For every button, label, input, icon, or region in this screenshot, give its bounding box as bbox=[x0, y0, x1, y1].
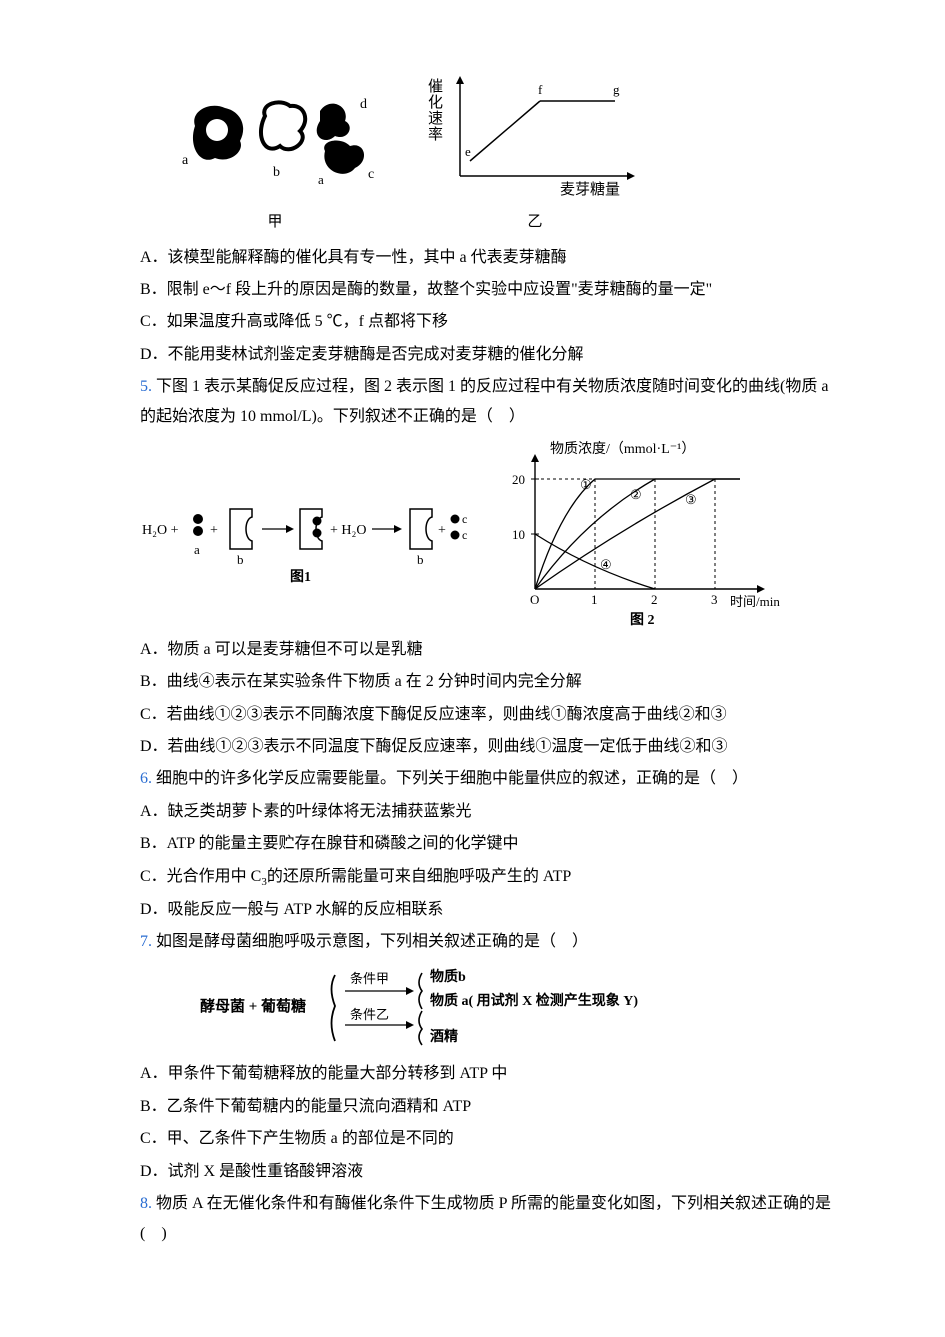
q7-diagram: 酵母菌 + 葡萄糖 条件甲 物质b 物质 a( 用试剂 X 检测产生现象 Y) … bbox=[200, 963, 835, 1053]
svg-text:图1: 图1 bbox=[290, 569, 311, 585]
q4-option-b: B．限制 e～f 段上升的原因是酶的数量，故整个实验中应设置"麦芽糖酶的量一定" bbox=[140, 275, 835, 305]
svg-text:a: a bbox=[318, 172, 324, 187]
q5-stem-line: 5. 下图 1 表示某酶促反应过程，图 2 表示图 1 的反应过程中有关物质浓度… bbox=[140, 372, 835, 433]
svg-text:+: + bbox=[438, 523, 446, 538]
q6-option-d: D．吸能反应一般与 ATP 水解的反应相联系 bbox=[140, 895, 835, 925]
q5-number: 5. bbox=[140, 378, 152, 395]
q8-stem-line: 8. 物质 A 在无催化条件和有酶催化条件下生成物质 P 所需的能量变化如图，下… bbox=[140, 1189, 835, 1250]
q5-stem: 下图 1 表示某酶促反应过程，图 2 表示图 1 的反应过程中有关物质浓度随时间… bbox=[140, 378, 828, 425]
q6-c-post: 的还原所需能量可来自细胞呼吸产生的 ATP bbox=[267, 868, 571, 885]
ylab1: 催化速率 bbox=[428, 78, 443, 143]
q4-chart-svg: 催化速率 e f g 麦芽糖量 bbox=[420, 66, 650, 206]
q7-stem-line: 7. 如图是酵母菌细胞呼吸示意图，下列相关叙述正确的是（ ） bbox=[140, 927, 835, 957]
svg-text:物质浓度/（mmol·L⁻¹）: 物质浓度/（mmol·L⁻¹） bbox=[550, 441, 695, 457]
q7-option-c: C．甲、乙条件下产生物质 a 的部位是不同的 bbox=[140, 1124, 835, 1154]
svg-text:10: 10 bbox=[512, 527, 525, 542]
q4-option-a: A．该模型能解释酶的催化具有专一性，其中 a 代表麦芽糖酶 bbox=[140, 243, 835, 273]
svg-text:麦芽糖量: 麦芽糖量 bbox=[560, 181, 620, 198]
q7-stem: 如图是酵母菌细胞呼吸示意图，下列相关叙述正确的是（ ） bbox=[156, 933, 588, 950]
svg-text:①: ① bbox=[580, 477, 592, 492]
svg-text:e: e bbox=[465, 144, 471, 159]
svg-text:+: + bbox=[210, 523, 218, 538]
q4-figure-right: 催化速率 e f g 麦芽糖量 乙 bbox=[420, 66, 650, 237]
svg-text:c: c bbox=[462, 512, 467, 526]
q5-fig1: H₂O + a + b + H₂O b + c c 图1 bbox=[140, 479, 470, 589]
svg-text:O: O bbox=[530, 592, 539, 607]
q5-figure-row: H₂O + a + b + H₂O b + c c 图1 bbox=[140, 439, 835, 629]
q4-option-c: C．如果温度升高或降低 5 ℃，f 点都将下移 bbox=[140, 307, 835, 337]
svg-text:c: c bbox=[462, 528, 467, 542]
svg-text:20: 20 bbox=[512, 472, 525, 487]
svg-text:条件甲: 条件甲 bbox=[350, 971, 389, 986]
q6-option-b: B．ATP 的能量主要贮存在腺苷和磷酸之间的化学键中 bbox=[140, 829, 835, 859]
svg-text:2: 2 bbox=[651, 592, 658, 607]
q5-option-a: A．物质 a 可以是麦芽糖但不可以是乳糖 bbox=[140, 635, 835, 665]
svg-text:3: 3 bbox=[711, 592, 718, 607]
q6-number: 6. bbox=[140, 770, 152, 787]
q5-fig2-svg: 物质浓度/（mmol·L⁻¹） 20 10 O 1 2 3 bbox=[490, 439, 790, 629]
q5-option-d: D．若曲线①②③表示不同温度下酶促反应速率，则曲线①温度一定低于曲线②和③ bbox=[140, 732, 835, 762]
svg-text:酵母菌 + 葡萄糖: 酵母菌 + 葡萄糖 bbox=[200, 997, 306, 1015]
svg-text:a: a bbox=[182, 153, 189, 168]
q4-figure-row: a b d c a 甲 催化速率 e f g bbox=[170, 66, 835, 237]
q4-left-caption: 甲 bbox=[267, 208, 282, 237]
svg-text:g: g bbox=[613, 82, 620, 97]
svg-text:c: c bbox=[368, 167, 374, 182]
svg-text:酒精: 酒精 bbox=[430, 1028, 458, 1045]
svg-text:1: 1 bbox=[591, 592, 598, 607]
q6-stem: 细胞中的许多化学反应需要能量。下列关于细胞中能量供应的叙述，正确的是（ ） bbox=[156, 770, 748, 787]
q5-fig1-svg: H₂O + a + b + H₂O b + c c 图1 bbox=[140, 479, 470, 589]
q4-option-d: D．不能用斐林试剂鉴定麦芽糖酶是否完成对麦芽糖的催化分解 bbox=[140, 340, 835, 370]
svg-text:b: b bbox=[417, 552, 424, 567]
q4-right-caption: 乙 bbox=[527, 208, 542, 237]
svg-text:H₂O +: H₂O + bbox=[142, 523, 179, 538]
svg-text:条件乙: 条件乙 bbox=[350, 1007, 389, 1022]
q8-number: 8. bbox=[140, 1195, 152, 1212]
svg-text:②: ② bbox=[630, 487, 642, 502]
q7-option-a: A．甲条件下葡萄糖释放的能量大部分转移到 ATP 中 bbox=[140, 1059, 835, 1089]
svg-text:③: ③ bbox=[685, 492, 697, 507]
svg-text:时间/min: 时间/min bbox=[730, 594, 780, 609]
q6-stem-line: 6. 细胞中的许多化学反应需要能量。下列关于细胞中能量供应的叙述，正确的是（ ） bbox=[140, 764, 835, 794]
q8-stem: 物质 A 在无催化条件和有酶催化条件下生成物质 P 所需的能量变化如图，下列相关… bbox=[140, 1195, 831, 1242]
svg-text:图 2: 图 2 bbox=[630, 612, 655, 628]
svg-text:a: a bbox=[194, 542, 200, 557]
q6-c-pre: C．光合作用中 C bbox=[140, 868, 261, 885]
svg-text:物质 a( 用试剂 X 检测产生现象 Y): 物质 a( 用试剂 X 检测产生现象 Y) bbox=[430, 992, 638, 1009]
q6-option-c: C．光合作用中 C3的还原所需能量可来自细胞呼吸产生的 ATP bbox=[140, 862, 835, 893]
q4-figure-left: a b d c a 甲 bbox=[170, 86, 380, 237]
svg-text:b: b bbox=[237, 552, 244, 567]
q7-diagram-svg: 酵母菌 + 葡萄糖 条件甲 物质b 物质 a( 用试剂 X 检测产生现象 Y) … bbox=[200, 963, 720, 1053]
q7-number: 7. bbox=[140, 933, 152, 950]
q7-option-d: D．试剂 X 是酸性重铬酸钾溶液 bbox=[140, 1157, 835, 1187]
svg-text:物质b: 物质b bbox=[430, 968, 466, 985]
svg-text:f: f bbox=[538, 82, 543, 97]
svg-text:+ H₂O: + H₂O bbox=[330, 523, 367, 538]
svg-text:b: b bbox=[273, 165, 280, 180]
q5-option-c: C．若曲线①②③表示不同酶浓度下酶促反应速率，则曲线①酶浓度高于曲线②和③ bbox=[140, 700, 835, 730]
svg-text:④: ④ bbox=[600, 557, 612, 572]
svg-text:d: d bbox=[360, 97, 367, 112]
q6-option-a: A．缺乏类胡萝卜素的叶绿体将无法捕获蓝紫光 bbox=[140, 797, 835, 827]
q5-option-b: B．曲线④表示在某实验条件下物质 a 在 2 分钟时间内完全分解 bbox=[140, 667, 835, 697]
q7-option-b: B．乙条件下葡萄糖内的能量只流向酒精和 ATP bbox=[140, 1092, 835, 1122]
q5-fig2: 物质浓度/（mmol·L⁻¹） 20 10 O 1 2 3 bbox=[490, 439, 790, 629]
q4-shapes-svg: a b d c a bbox=[170, 86, 380, 206]
